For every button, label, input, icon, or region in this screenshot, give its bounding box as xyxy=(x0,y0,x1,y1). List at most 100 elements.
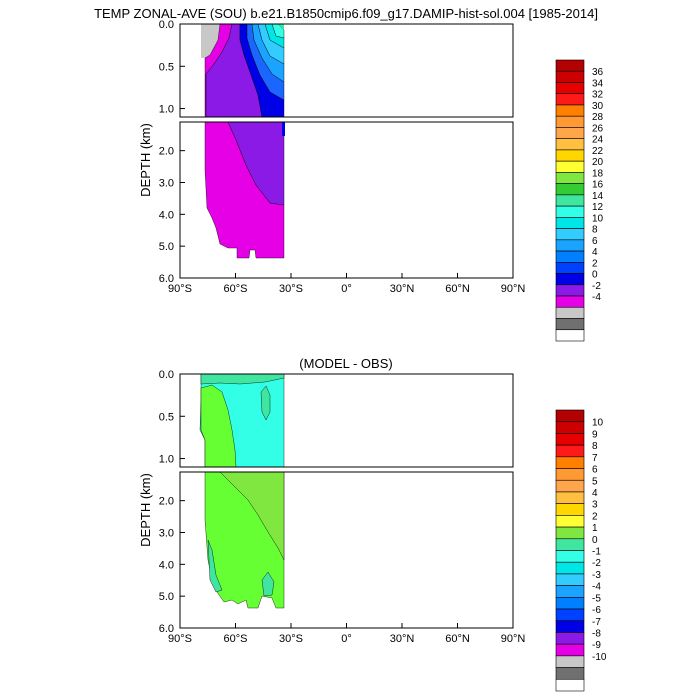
y-tick-label: 6.0 xyxy=(159,273,174,285)
x-tick-label: 90°S xyxy=(168,633,192,645)
colorbar-label: 7 xyxy=(592,453,598,464)
colorbar-swatch xyxy=(555,655,585,668)
x-tick-label: 60°S xyxy=(224,633,248,645)
colorbar-label: 8 xyxy=(592,225,598,236)
colorbar-swatch xyxy=(555,295,585,308)
colorbar-label: 4 xyxy=(592,247,598,258)
colorbar-swatch xyxy=(555,620,585,633)
colorbar-label: 4 xyxy=(592,488,598,499)
x-tick-label: 60°N xyxy=(445,633,470,645)
panel-1-upper-field xyxy=(201,23,285,118)
y-tick-label: 5.0 xyxy=(159,241,174,253)
colorbar-swatch xyxy=(555,59,585,72)
p2u-green-left xyxy=(200,384,237,468)
p1u-green xyxy=(278,24,284,30)
colorbar-swatch xyxy=(555,127,585,139)
colorbar-swatch xyxy=(555,250,585,263)
x-tick-label: 30°N xyxy=(390,633,415,645)
colorbar-swatch xyxy=(555,456,585,469)
colorbar-label: -8 xyxy=(592,628,601,639)
colorbar-label: 10 xyxy=(592,213,604,224)
panel-1: TEMP ZONAL-AVE (SOU) b.e21.B1850cmip6.f0… xyxy=(94,6,604,342)
colorbar-swatch xyxy=(555,70,585,83)
colorbar-swatch xyxy=(555,160,585,173)
y-tick-label: 5.0 xyxy=(159,591,174,603)
colorbar-swatch xyxy=(555,561,585,575)
x-tick-label: 30°S xyxy=(279,283,303,295)
colorbar-swatch xyxy=(555,667,585,680)
colorbar-swatch xyxy=(555,491,585,504)
colorbar-swatch xyxy=(555,183,585,196)
colorbar-swatch xyxy=(555,421,585,434)
colorbar-label: -7 xyxy=(592,617,601,628)
colorbar-swatch xyxy=(555,538,585,551)
colorbar-label: 34 xyxy=(592,78,604,89)
colorbar-label: -4 xyxy=(592,292,601,303)
colorbar-label: 28 xyxy=(592,112,604,123)
colorbar-swatch xyxy=(555,597,585,610)
panel-1-upper-frame xyxy=(179,23,514,118)
p2l-green2 xyxy=(219,471,285,561)
colorbar-label: -9 xyxy=(592,640,601,651)
p2l-blob xyxy=(261,571,275,597)
colorbar-swatch xyxy=(555,468,585,481)
colorbar-swatch xyxy=(555,329,585,342)
colorbar-label: -6 xyxy=(592,605,601,616)
colorbar-label: 24 xyxy=(592,135,604,146)
colorbar-swatch xyxy=(555,678,585,692)
panel-2: (MODEL - OBS) DEPTH (km) 90°S 60°S 30°S 0° 3… xyxy=(138,356,607,692)
x-tick-label: 30°N xyxy=(390,283,415,295)
colorbar-swatch xyxy=(555,632,585,645)
colorbar-swatch xyxy=(555,306,585,319)
x-tick-label: 60°N xyxy=(445,283,470,295)
panel-2-ylabel: DEPTH (km) xyxy=(138,473,153,547)
colorbar-swatch xyxy=(555,138,585,151)
colorbar-label: 18 xyxy=(592,168,604,179)
colorbar-label: -2 xyxy=(592,281,601,292)
colorbar-label: 20 xyxy=(592,157,604,168)
colorbar-swatch xyxy=(555,194,585,207)
colorbar-swatch xyxy=(555,284,585,297)
x-tick-label: 0° xyxy=(341,283,352,295)
panel-2-upper-field xyxy=(199,373,285,468)
colorbar-swatch xyxy=(555,503,585,516)
colorbar-label: 0 xyxy=(592,270,598,281)
colorbar-swatch xyxy=(555,550,585,563)
p2u-teal-top xyxy=(200,373,285,385)
x-tick-label: 30°S xyxy=(279,633,303,645)
y-tick-label: 0.0 xyxy=(159,369,174,381)
colorbar-label: 6 xyxy=(592,236,598,247)
panel-1-ticks: 90°S 60°S 30°S 0° 30°N 60°N 90°N 0.0 0.5 1.0 2.0 3.… xyxy=(159,19,526,295)
panel-1-ylabel: DEPTH (km) xyxy=(138,123,153,197)
colorbar-swatch xyxy=(555,149,585,162)
colorbar-label: 22 xyxy=(592,146,604,157)
colorbar-label: 3 xyxy=(592,500,598,511)
colorbar-swatch xyxy=(555,93,585,106)
colorbar-swatch xyxy=(555,515,585,528)
x-tick-label: 90°N xyxy=(501,283,526,295)
y-tick-label: 3.0 xyxy=(159,177,174,189)
colorbar-label: 6 xyxy=(592,465,598,476)
p2l-cyan-edge xyxy=(207,539,223,593)
colorbar-swatch xyxy=(555,239,585,252)
y-tick-label: 1.0 xyxy=(159,454,174,466)
colorbar-label: 2 xyxy=(592,511,598,522)
colorbar-swatch xyxy=(555,228,585,241)
p2u-teal-spot xyxy=(260,385,271,421)
y-tick-label: 6.0 xyxy=(159,623,174,635)
colorbar-label: 2 xyxy=(592,258,598,269)
panel-2-upper-frame xyxy=(179,373,514,468)
x-tick-label: 60°S xyxy=(224,283,248,295)
y-tick-label: 2.0 xyxy=(159,496,174,508)
colorbar-label: 1 xyxy=(592,523,598,534)
colorbar-label: 16 xyxy=(592,180,604,191)
y-tick-label: 2.0 xyxy=(159,146,174,158)
colorbar-swatch xyxy=(555,444,585,458)
colorbar-label: -5 xyxy=(592,593,601,604)
colorbar-swatch xyxy=(555,479,585,493)
y-tick-label: 1.0 xyxy=(159,104,174,116)
panel-2-title: (MODEL - OBS) xyxy=(299,356,392,371)
colorbar-label: 26 xyxy=(592,123,604,134)
